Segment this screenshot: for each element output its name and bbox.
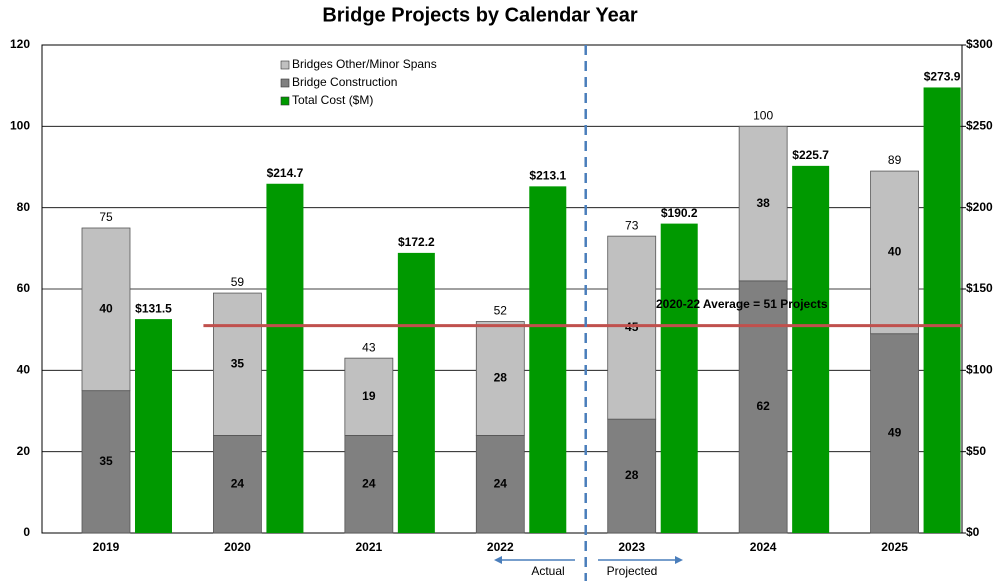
- bar-cost: [266, 183, 304, 533]
- legend-label: Total Cost ($M): [292, 93, 373, 107]
- projected-label: Projected: [607, 564, 658, 578]
- bar-cost: [135, 319, 172, 533]
- legend-swatch: [280, 78, 290, 88]
- bar-cost: [792, 165, 830, 533]
- x-tick-label: 2019: [93, 540, 120, 554]
- y-tick-label: 80: [17, 200, 31, 214]
- bar-cost: [397, 252, 435, 533]
- bar-other: [870, 170, 919, 335]
- y-tick-label: 120: [10, 37, 30, 51]
- cost-label: $190.2: [661, 206, 698, 220]
- segment-label: 38: [756, 196, 770, 210]
- y-tick-label: 20: [17, 444, 31, 458]
- legend-swatch: [280, 60, 290, 70]
- y2-tick-label: $100: [966, 363, 993, 377]
- bar-other: [344, 357, 394, 436]
- bar-construction: [81, 390, 131, 534]
- segment-label: 24: [494, 476, 508, 490]
- segment-label: 28: [494, 371, 508, 385]
- x-tick-label: 2021: [356, 540, 383, 554]
- x-tick-label: 2020: [224, 540, 251, 554]
- actual-label: Actual: [531, 564, 564, 578]
- y2-tick-label: $300: [966, 37, 993, 51]
- total-label: 52: [494, 304, 508, 318]
- bar-construction: [607, 418, 657, 534]
- total-label: 73: [625, 218, 639, 232]
- y-tick-label: 40: [17, 363, 31, 377]
- y2-tick-label: $250: [966, 119, 993, 133]
- segment-label: 35: [231, 356, 245, 370]
- cost-label: $214.7: [267, 166, 304, 180]
- y-tick-label: 60: [17, 281, 31, 295]
- bar-other: [213, 292, 262, 436]
- chart-title: Bridge Projects by Calendar Year: [322, 4, 638, 26]
- segment-label: 35: [99, 454, 113, 468]
- y2-tick-label: $200: [966, 200, 993, 214]
- bar-construction: [475, 434, 525, 534]
- segment-label: 40: [888, 245, 902, 259]
- legend-label: Bridge Construction: [292, 75, 397, 89]
- total-label: 89: [888, 153, 902, 167]
- cost-label: $131.5: [135, 301, 172, 315]
- y-tick-label: 0: [23, 525, 30, 539]
- bar-cost: [529, 186, 567, 533]
- legend-swatch: [280, 96, 290, 106]
- y2-tick-label: $50: [966, 444, 986, 458]
- total-label: 59: [231, 275, 245, 289]
- bar-construction: [344, 434, 394, 534]
- cost-label: $172.2: [398, 235, 435, 249]
- bar-other: [81, 227, 131, 392]
- segment-label: 24: [362, 476, 376, 490]
- x-tick-label: 2022: [487, 540, 514, 554]
- x-tick-label: 2023: [618, 540, 645, 554]
- segment-label: 49: [888, 426, 902, 440]
- segment-label: 40: [99, 302, 113, 316]
- cost-label: $225.7: [792, 148, 829, 162]
- legend-label: Bridges Other/Minor Spans: [292, 57, 437, 71]
- cost-label: $273.9: [924, 70, 961, 84]
- bar-other: [607, 235, 657, 420]
- segment-label: 62: [756, 399, 770, 413]
- x-tick-label: 2025: [881, 540, 908, 554]
- total-label: 75: [99, 210, 113, 224]
- total-label: 100: [753, 109, 773, 123]
- bar-other: [738, 125, 788, 282]
- bar-construction: [738, 280, 788, 534]
- cost-label: $213.1: [529, 169, 566, 183]
- y2-tick-label: $150: [966, 281, 993, 295]
- segment-label: 28: [625, 468, 639, 482]
- total-label: 43: [362, 340, 376, 354]
- bar-cost: [923, 87, 961, 534]
- divider-arrows: [494, 556, 683, 564]
- bar-other: [475, 321, 525, 436]
- x-tick-label: 2024: [750, 540, 777, 554]
- average-label: 2020-22 Average = 51 Projects: [656, 297, 828, 311]
- bar-construction: [213, 434, 262, 534]
- segment-label: 19: [362, 389, 376, 403]
- y2-tick-label: $0: [966, 525, 980, 539]
- bar-cost: [660, 223, 698, 533]
- bar-construction: [870, 333, 919, 534]
- segment-label: 24: [231, 476, 245, 490]
- y-tick-label: 100: [10, 119, 30, 133]
